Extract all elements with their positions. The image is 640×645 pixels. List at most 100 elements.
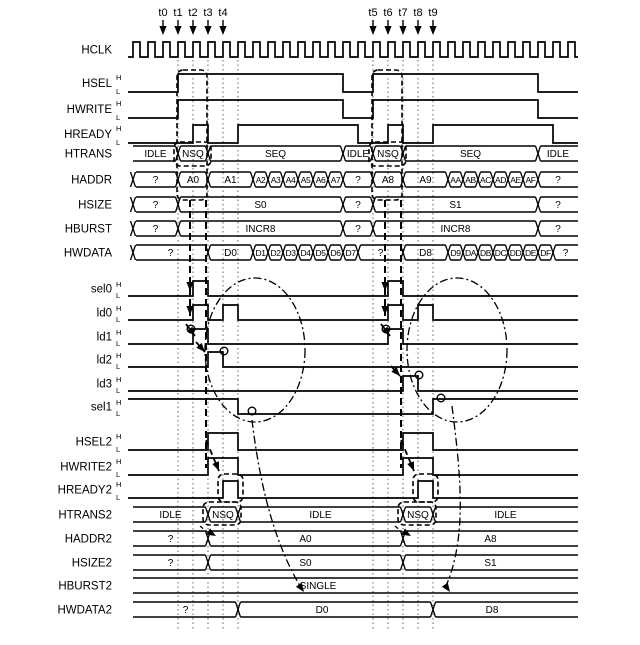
signal-label-sel0: sel0 [91,284,112,296]
bus-transition [279,244,287,261]
bus-transition [339,196,347,213]
bus-value: D1 [255,248,266,258]
bus-value: D0 [224,248,237,259]
bus-value: IDLE [159,510,182,521]
signal-label-ld1: ld1 [97,332,112,344]
hl-low-label: L [116,339,120,348]
bus-transition [534,244,542,261]
edge-marker-circle-icon [436,393,446,403]
signal-label-hsel: HSEL [82,78,113,90]
bus-value: S0 [299,558,312,569]
bus-value: AB [465,175,476,185]
connector-arrowhead-icon [441,582,450,592]
dashed-arrowhead-icon [407,461,414,471]
dashed-highlight-box [368,141,407,167]
binary-waveform [128,480,578,499]
bus-value: ? [153,224,159,235]
signal-label-htrans: HTRANS [65,149,113,161]
binary-waveform [128,351,578,368]
clock-waveform [128,41,578,58]
signal-label-hburst2: HBURST2 [58,581,112,593]
bus-value: A8 [484,534,497,545]
bus-transition [369,220,377,237]
time-marker-label: t2 [188,7,197,19]
hl-high-label: H [116,124,121,133]
bus-transition [174,196,182,213]
bus-value: ? [153,200,159,211]
bus-transition [534,145,542,162]
hl-low-label: L [116,87,120,96]
row-hburst2: HBURST2 SINGLE [58,577,578,594]
signal-label-hsize: HSIZE [78,200,112,212]
bus-value: A8 [382,175,395,186]
time-marker-arrowhead-icon [219,26,227,35]
time-marker-label: t5 [368,7,377,19]
signal-label-hsel2: HSEL2 [76,437,112,449]
bus-transition [489,171,497,188]
signal-label-hburst: HBURST [65,224,112,236]
bus-transition [339,220,347,237]
bus-value: D8 [419,248,432,259]
dashed-highlight-box [371,69,403,201]
time-marker-label: t4 [218,7,227,19]
bus-value: D9 [450,248,461,258]
signal-label-htrans2: HTRANS2 [58,510,112,522]
bus-value: S1 [449,200,462,211]
bus-value: A5 [301,175,311,185]
hl-low-label: L [116,362,120,371]
bus-value: ? [168,248,174,259]
signal-label-sel1: sel1 [91,402,112,414]
bus-transition [129,171,137,188]
hl-low-label: L [116,493,120,502]
bus-transition [204,506,212,523]
bus-value: DD [510,248,522,258]
bus-transition [264,171,272,188]
binary-waveform [128,432,578,451]
row-ld2: ld2 HL [97,351,578,371]
row-hready2: HREADY2 HL [58,480,578,502]
signal-label-hsize2: HSIZE2 [72,558,112,570]
bus-value: IDLE [309,510,332,521]
bus-value: NSQ [377,149,399,160]
bus-value: D3 [285,248,296,258]
row-haddr2: HADDR2? A0 A8 [65,530,578,547]
hl-high-label: H [116,280,121,289]
dashdot-grouping-ellipse [406,277,508,423]
bus-value: NSQ [212,510,234,521]
row-hsel2: HSEL2 HL [76,432,578,454]
hl-low-label: L [116,470,120,479]
bus-transition [129,220,137,237]
hl-low-label: L [116,138,120,147]
signal-label-hready2: HREADY2 [58,485,112,497]
bus-value: D5 [315,248,326,258]
bus-value: ? [168,558,174,569]
row-hsize2: HSIZE2? S0 S1 [72,554,578,571]
bus-value: DE [525,248,537,258]
bus-transition [399,171,407,188]
signal-label-hclk: HCLK [81,45,112,57]
bus-value: A6 [316,175,326,185]
bus-transition [519,171,527,188]
time-marker-arrowhead-icon [429,26,437,35]
row-htrans: HTRANS IDLE NSQ SEQ IDLE NSQ SEQ IDLE [65,145,578,162]
hl-low-label: L [116,386,120,395]
bus-value: NSQ [182,149,204,160]
bus-value: D2 [270,248,281,258]
bus-transition [369,171,377,188]
signal-label-ld2: ld2 [97,355,112,367]
edge-marker-circle-icon [247,406,257,416]
bus-transition [534,171,542,188]
row-hclk: HCLK [81,41,578,58]
bus-transition [459,244,467,261]
down-arrowhead-icon [381,282,389,291]
bus-value: D8 [486,605,499,616]
row-hsize: HSIZE? S0? S1? [78,196,578,213]
bus-value: ? [153,175,159,186]
bus-transition [324,244,332,261]
bus-transition [369,196,377,213]
hl-low-label: L [116,291,120,300]
bus-transition [174,220,182,237]
bus-transition [459,171,467,188]
